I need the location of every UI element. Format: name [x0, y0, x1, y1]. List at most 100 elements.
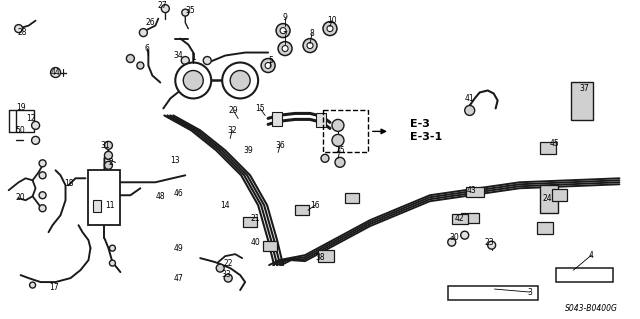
- Circle shape: [276, 24, 290, 38]
- Circle shape: [183, 70, 204, 91]
- Circle shape: [39, 205, 46, 212]
- Bar: [540, 185, 557, 213]
- Circle shape: [321, 154, 329, 162]
- Text: 9: 9: [283, 13, 287, 22]
- Text: 40: 40: [250, 238, 260, 247]
- Text: 5: 5: [269, 56, 273, 65]
- Circle shape: [303, 39, 317, 53]
- Text: 43: 43: [467, 186, 477, 195]
- Circle shape: [175, 63, 211, 99]
- Text: 8: 8: [310, 29, 314, 38]
- Text: 41: 41: [465, 94, 474, 103]
- Text: 35: 35: [186, 6, 195, 15]
- Text: 25: 25: [335, 146, 345, 155]
- Bar: [345, 193, 359, 203]
- Text: 17: 17: [49, 283, 58, 292]
- Circle shape: [335, 157, 345, 167]
- Circle shape: [31, 122, 40, 130]
- Circle shape: [222, 63, 258, 99]
- Text: 1: 1: [191, 53, 196, 62]
- Circle shape: [224, 274, 232, 282]
- Text: 33: 33: [221, 270, 231, 278]
- Text: 14: 14: [220, 201, 230, 210]
- Circle shape: [448, 238, 456, 246]
- Text: 50: 50: [16, 126, 26, 135]
- Circle shape: [265, 63, 271, 69]
- Circle shape: [182, 9, 189, 16]
- Text: 23: 23: [485, 238, 495, 247]
- Text: 26: 26: [145, 18, 155, 27]
- Circle shape: [204, 56, 211, 64]
- Text: 31: 31: [100, 141, 110, 150]
- Text: 2: 2: [108, 158, 113, 167]
- Bar: [318, 250, 334, 262]
- Circle shape: [15, 25, 22, 33]
- Text: 19: 19: [16, 103, 26, 112]
- Bar: [93, 200, 102, 212]
- Text: 27: 27: [157, 1, 167, 10]
- Text: E-3-1: E-3-1: [410, 132, 442, 142]
- Circle shape: [31, 137, 40, 145]
- Circle shape: [104, 141, 113, 149]
- Bar: [536, 222, 552, 234]
- Text: 24: 24: [543, 194, 552, 203]
- Circle shape: [332, 134, 344, 146]
- Text: 47: 47: [173, 274, 183, 283]
- Text: 13: 13: [170, 156, 180, 165]
- Bar: [88, 170, 120, 225]
- Circle shape: [278, 41, 292, 56]
- Bar: [272, 112, 282, 126]
- Bar: [552, 189, 568, 201]
- Bar: [243, 217, 257, 227]
- Text: 16: 16: [310, 201, 320, 210]
- Circle shape: [104, 161, 113, 169]
- Text: 46: 46: [173, 189, 183, 198]
- Circle shape: [327, 26, 333, 32]
- Text: 38: 38: [315, 253, 325, 262]
- Circle shape: [230, 70, 250, 91]
- Text: 10: 10: [327, 16, 337, 25]
- Text: 22: 22: [223, 259, 233, 268]
- Bar: [572, 83, 593, 120]
- Bar: [448, 286, 538, 300]
- Circle shape: [488, 241, 495, 249]
- Bar: [316, 114, 326, 127]
- Circle shape: [465, 106, 475, 115]
- Text: 6: 6: [145, 44, 150, 53]
- Circle shape: [216, 264, 224, 272]
- Text: 11: 11: [106, 201, 115, 210]
- Bar: [263, 241, 277, 251]
- Circle shape: [282, 46, 288, 52]
- Text: E-3: E-3: [410, 119, 429, 130]
- Circle shape: [39, 172, 46, 179]
- Bar: [461, 213, 479, 223]
- Text: 37: 37: [580, 84, 589, 93]
- Text: 28: 28: [18, 28, 28, 37]
- Text: 18: 18: [64, 179, 73, 188]
- Bar: [452, 214, 468, 224]
- Circle shape: [280, 28, 286, 33]
- Circle shape: [51, 68, 61, 78]
- Bar: [556, 268, 613, 282]
- Circle shape: [39, 160, 46, 167]
- Circle shape: [323, 22, 337, 36]
- Text: 48: 48: [156, 192, 165, 201]
- Text: 36: 36: [275, 141, 285, 150]
- Text: 30: 30: [450, 233, 460, 242]
- Text: 3: 3: [527, 287, 532, 297]
- Text: S043-B0400G: S043-B0400G: [564, 303, 618, 313]
- Circle shape: [261, 58, 275, 72]
- Text: 39: 39: [243, 146, 253, 155]
- Text: 21: 21: [250, 214, 260, 223]
- Text: 42: 42: [455, 214, 465, 223]
- Circle shape: [39, 192, 46, 199]
- Circle shape: [104, 151, 113, 159]
- Circle shape: [461, 231, 468, 239]
- Text: 29: 29: [228, 106, 238, 115]
- Circle shape: [126, 55, 134, 63]
- Text: 34: 34: [173, 51, 183, 60]
- Text: 45: 45: [550, 139, 559, 148]
- Circle shape: [109, 245, 115, 251]
- Bar: [295, 205, 309, 215]
- Circle shape: [140, 29, 147, 37]
